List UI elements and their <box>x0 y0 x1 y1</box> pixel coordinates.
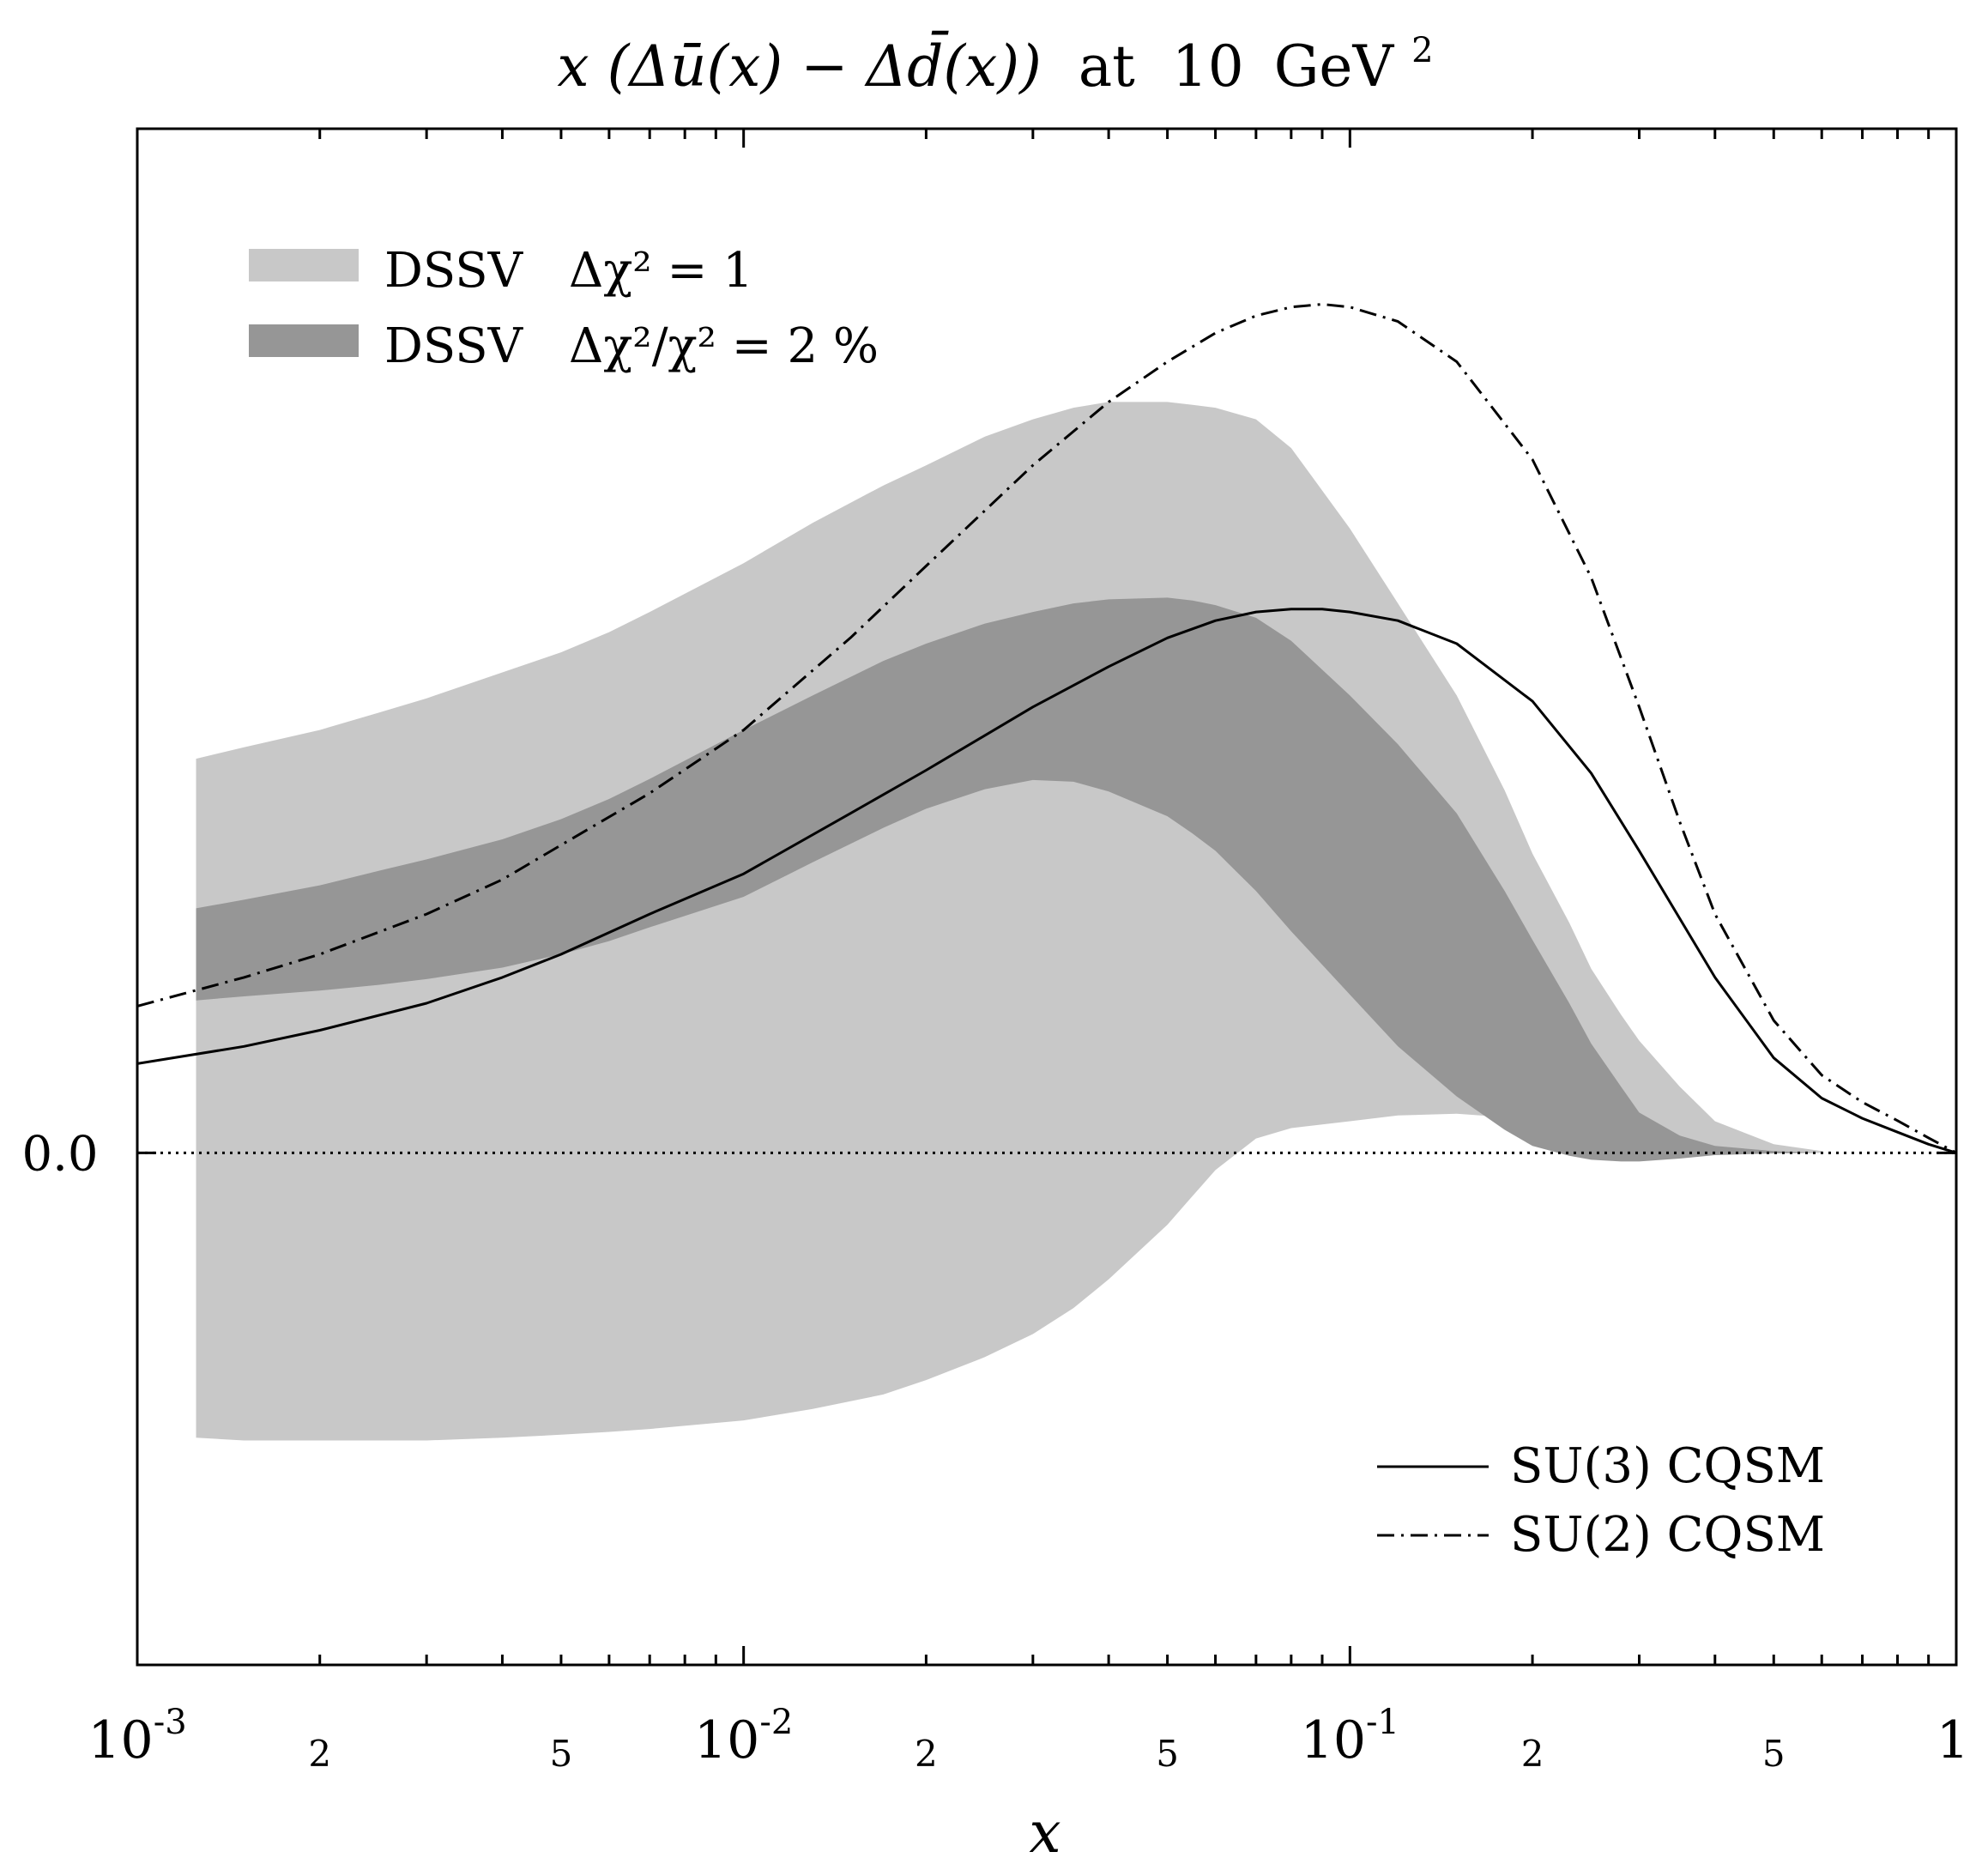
title-value: 10 <box>1172 33 1244 100</box>
plot-area <box>137 303 1956 1441</box>
legend-swatch-dssv-chi1 <box>249 249 359 281</box>
legend-label-su2: SU(2) CQSM <box>1510 1507 1825 1563</box>
x-axis-tick-labels: 10-32 5 10-22 5 10-12 5 1 <box>88 1703 1969 1775</box>
title-at: at <box>1079 33 1135 100</box>
title-formula: x (Δū(x) − Δd̄(x)) <box>557 32 1041 100</box>
x-tick-label-exponent: -1 <box>1366 1703 1399 1742</box>
x-tick-label-minor: 5 <box>1156 1733 1179 1775</box>
legend-label-dssv-2pct-formula: Δχ²/χ² = 2 % <box>569 318 879 374</box>
band-dssv-chi1 <box>196 402 1822 1441</box>
x-tick-label-major: 10-1 <box>1301 1703 1399 1770</box>
legend-label-su3: SU(3) CQSM <box>1510 1438 1825 1494</box>
x-tick-label-major: 1 <box>1937 1710 1969 1770</box>
legend-label-dssv-2pct-name: DSSV <box>384 318 524 374</box>
x-axis-ticks <box>136 129 1956 1665</box>
x-tick-label-major: 10-3 <box>88 1703 186 1770</box>
legend-label-dssv-chi1-formula: Δχ² = 1 <box>569 243 753 299</box>
legend-swatch-dssv-2pct <box>249 324 359 357</box>
series-line-su3-cqsm <box>137 608 1956 1154</box>
x-tick-label-exponent: -2 <box>759 1703 793 1742</box>
title-exponent: 2 <box>1411 31 1433 70</box>
plot-frame <box>136 127 1958 1667</box>
title-unit: GeV <box>1274 33 1395 100</box>
x-tick-label-major: 10-2 <box>694 1703 793 1770</box>
x-tick-label-exponent: -3 <box>154 1703 187 1742</box>
x-tick-label-minor: 2 <box>308 1733 331 1775</box>
legend-label-dssv-chi1-name: DSSV <box>384 243 524 299</box>
y-tick-label-zero: 0.0 <box>21 1126 98 1182</box>
legend-label-dssv-chi1: DSSV Δχ² = 1 <box>384 243 753 299</box>
band-legend: DSSV Δχ² = 1 DSSV Δχ²/χ² = 2 % <box>249 243 879 374</box>
x-tick-label-minor: 5 <box>550 1733 573 1775</box>
x-tick-label-base: 10 <box>694 1710 759 1770</box>
legend-label-dssv-2pct: DSSV Δχ²/χ² = 2 % <box>384 318 879 374</box>
x-tick-label-minor: 2 <box>915 1733 938 1775</box>
chart-title: x (Δū(x) − Δd̄(x)) at 10 GeV 2 <box>557 31 1433 100</box>
x-tick-label-minor: 5 <box>1762 1733 1786 1775</box>
x-tick-label-minor: 2 <box>1521 1733 1544 1775</box>
x-tick-label-base: 10 <box>1301 1710 1366 1770</box>
band-dssv-2pct <box>196 597 1822 1162</box>
x-axis-label: x <box>1029 1800 1060 1864</box>
x-tick-label-base: 10 <box>88 1710 153 1770</box>
line-legend: SU(3) CQSM SU(2) CQSM <box>1377 1438 1825 1563</box>
series-line-su2-cqsm <box>137 303 1956 1154</box>
